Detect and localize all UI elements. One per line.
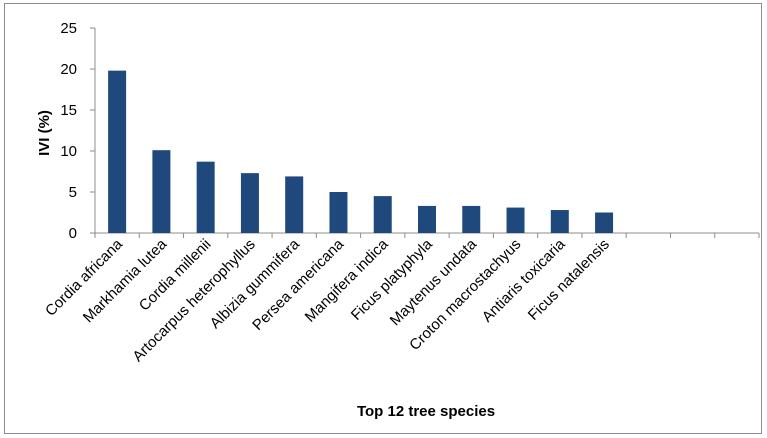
x-axis-title: Top 12 tree species xyxy=(357,403,495,420)
bar xyxy=(152,150,171,233)
y-axis-title: IVI (%) xyxy=(36,110,53,156)
bars xyxy=(108,70,614,233)
y-tick-label: 20 xyxy=(60,61,77,78)
bar xyxy=(373,196,392,233)
x-axis xyxy=(94,232,760,238)
y-tick-label: 10 xyxy=(60,143,77,160)
bar xyxy=(595,212,614,233)
bar xyxy=(240,173,259,233)
bar xyxy=(108,70,127,233)
y-axis: 0 5 10 15 20 25 xyxy=(60,20,96,242)
y-tick-label: 25 xyxy=(60,20,77,37)
bar xyxy=(285,176,304,233)
bar xyxy=(196,161,215,233)
bar xyxy=(506,207,525,233)
category-label: Ficus natalensis xyxy=(525,236,613,324)
y-tick-label: 0 xyxy=(69,225,77,242)
y-tick-label: 15 xyxy=(60,102,77,119)
bar xyxy=(462,205,481,233)
bar xyxy=(550,210,569,233)
bar xyxy=(418,205,436,233)
bar xyxy=(329,192,348,233)
y-tick-label: 5 xyxy=(69,184,77,201)
category-label: Cordia africana xyxy=(42,235,126,319)
